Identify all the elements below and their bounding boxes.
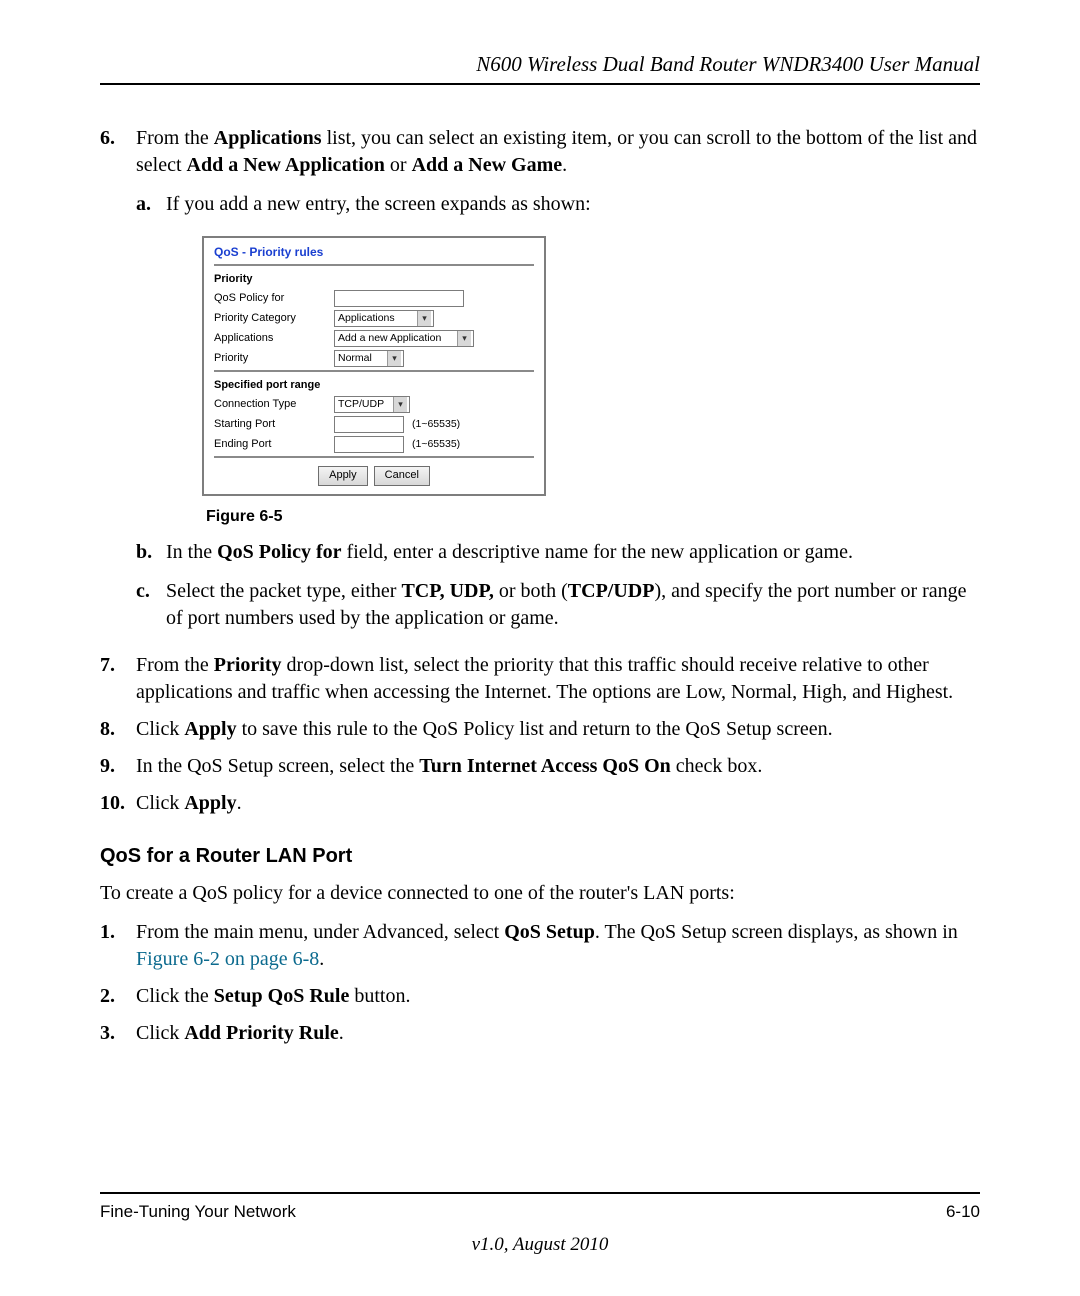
bold: QoS Setup <box>504 921 595 943</box>
text: or both ( <box>494 580 568 602</box>
bold: TCP, UDP, <box>401 580 493 602</box>
bold: TCP/UDP <box>568 580 655 602</box>
range-hint: (1~65535) <box>412 417 460 431</box>
step-9: 9. In the QoS Setup screen, select the T… <box>100 753 980 780</box>
text: In the <box>166 541 217 563</box>
step-number: 9. <box>100 753 136 780</box>
label: Starting Port <box>214 417 334 432</box>
text: From the <box>136 127 214 149</box>
label: Priority Category <box>214 311 334 326</box>
step-number: 3. <box>100 1020 136 1047</box>
step-number: 1. <box>100 919 136 973</box>
page-footer: Fine-Tuning Your Network 6-10 v1.0, Augu… <box>100 1192 980 1256</box>
step-number: 7. <box>100 652 136 706</box>
step-number: 8. <box>100 716 136 743</box>
label: Applications <box>214 331 334 346</box>
text: . <box>237 792 242 814</box>
text: Click the <box>136 985 214 1007</box>
bold: Add a New Application <box>187 154 385 176</box>
section-heading: QoS for a Router LAN Port <box>100 845 980 868</box>
divider <box>214 370 534 372</box>
figure-link[interactable]: Figure 6-2 on page 6-8 <box>136 948 319 970</box>
bold: Add Priority Rule <box>184 1022 338 1044</box>
figure-6-5: QoS - Priority rules Priority QoS Policy… <box>202 236 980 527</box>
step-number: 6. <box>100 125 136 642</box>
label: QoS Policy for <box>214 291 334 306</box>
bold: Apply <box>184 792 236 814</box>
connection-type-select[interactable]: TCP/UDP <box>334 396 410 413</box>
figure-caption: Figure 6-5 <box>206 506 980 528</box>
label: Priority <box>214 272 334 287</box>
bold: Add a New Game <box>412 154 563 176</box>
text: check box. <box>671 755 763 777</box>
text: Select the packet type, either <box>166 580 401 602</box>
step-7: 7. From the Priority drop-down list, sel… <box>100 652 980 706</box>
sub-number: b. <box>136 539 166 566</box>
intro-text: To create a QoS policy for a device conn… <box>100 880 980 907</box>
footer-version: v1.0, August 2010 <box>100 1234 980 1256</box>
text: From the main menu, under Advanced, sele… <box>136 921 504 943</box>
label: Priority <box>214 351 334 366</box>
apply-button[interactable]: Apply <box>318 466 368 486</box>
qos-policy-input[interactable] <box>334 290 464 307</box>
priority-category-select[interactable]: Applications <box>334 310 434 327</box>
step-number: 10. <box>100 790 136 817</box>
substep-c: c. Select the packet type, either TCP, U… <box>136 578 980 632</box>
range-hint: (1~65535) <box>412 437 460 451</box>
divider <box>214 456 534 458</box>
bold: Priority <box>214 654 282 676</box>
qos-dialog: QoS - Priority rules Priority QoS Policy… <box>202 236 546 496</box>
dialog-title: QoS - Priority rules <box>214 244 534 260</box>
sub-number: a. <box>136 191 166 218</box>
bold: QoS Policy for <box>217 541 341 563</box>
text: Click <box>136 1022 184 1044</box>
lan-step-3: 3. Click Add Priority Rule. <box>100 1020 980 1047</box>
text: to save this rule to the QoS Policy list… <box>237 718 833 740</box>
text: button. <box>349 985 410 1007</box>
text: . <box>562 154 567 176</box>
lan-step-2: 2. Click the Setup QoS Rule button. <box>100 983 980 1010</box>
label: Connection Type <box>214 397 334 412</box>
label: Ending Port <box>214 437 334 452</box>
step-8: 8. Click Apply to save this rule to the … <box>100 716 980 743</box>
text: . The QoS Setup screen displays, as show… <box>595 921 958 943</box>
text: field, enter a descriptive name for the … <box>342 541 853 563</box>
bold: Apply <box>184 718 236 740</box>
page-header: N600 Wireless Dual Band Router WNDR3400 … <box>100 52 980 77</box>
text: or <box>385 154 412 176</box>
header-rule <box>100 83 980 85</box>
label: Specified port range <box>214 378 320 393</box>
text: In the QoS Setup screen, select the <box>136 755 419 777</box>
step-6: 6. From the Applications list, you can s… <box>100 125 980 642</box>
bold: Applications <box>214 127 322 149</box>
text: . <box>339 1022 344 1044</box>
footer-rule <box>100 1192 980 1194</box>
step-10: 10. Click Apply. <box>100 790 980 817</box>
sub-number: c. <box>136 578 166 632</box>
text: . <box>319 948 324 970</box>
footer-left: Fine-Tuning Your Network <box>100 1202 296 1222</box>
bold: Turn Internet Access QoS On <box>419 755 671 777</box>
text: From the <box>136 654 214 676</box>
lan-step-1: 1. From the main menu, under Advanced, s… <box>100 919 980 973</box>
bold: Setup QoS Rule <box>214 985 350 1007</box>
text: If you add a new entry, the screen expan… <box>166 191 980 218</box>
step-number: 2. <box>100 983 136 1010</box>
applications-select[interactable]: Add a new Application <box>334 330 474 347</box>
starting-port-input[interactable] <box>334 416 404 433</box>
ending-port-input[interactable] <box>334 436 404 453</box>
divider <box>214 264 534 266</box>
text: Click <box>136 792 184 814</box>
substep-a: a. If you add a new entry, the screen ex… <box>136 191 980 218</box>
footer-right: 6-10 <box>946 1202 980 1222</box>
text: Click <box>136 718 184 740</box>
priority-select[interactable]: Normal <box>334 350 404 367</box>
cancel-button[interactable]: Cancel <box>374 466 430 486</box>
substep-b: b. In the QoS Policy for field, enter a … <box>136 539 980 566</box>
